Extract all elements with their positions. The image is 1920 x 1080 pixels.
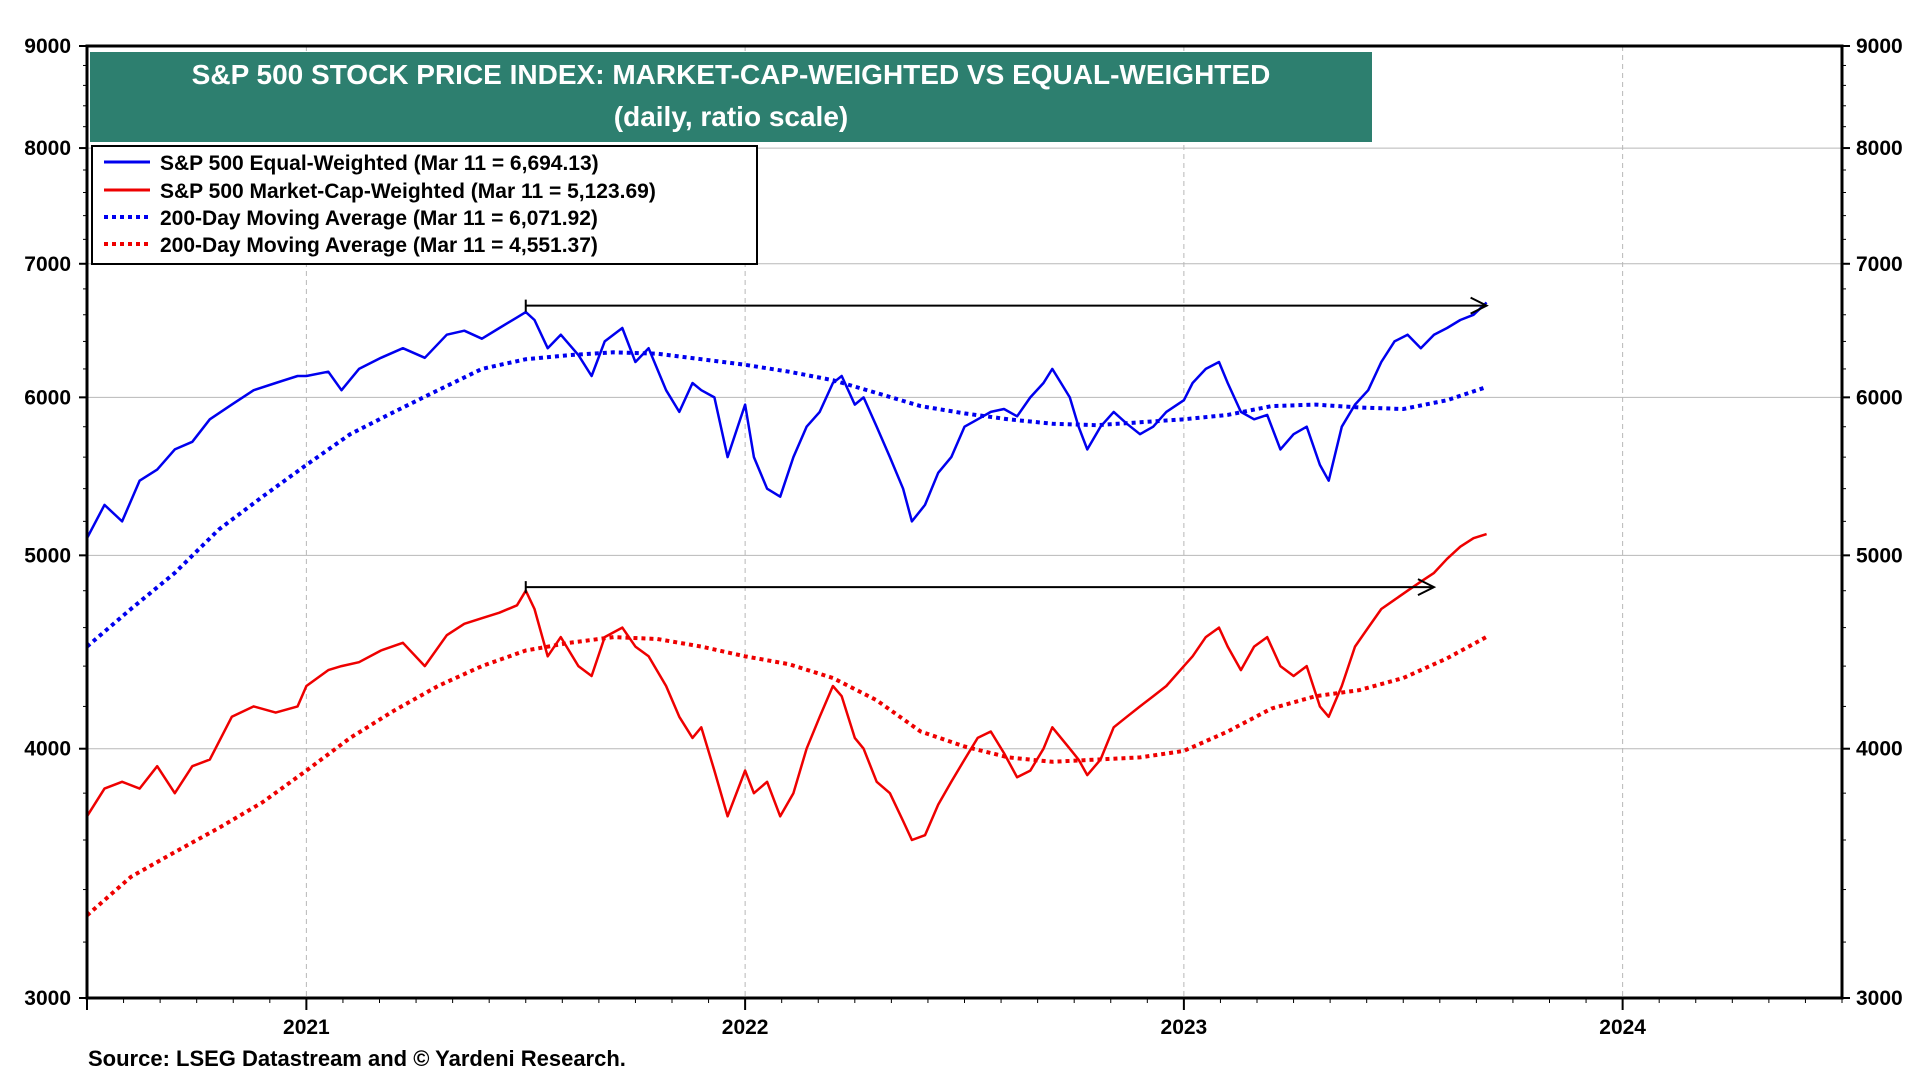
legend-box <box>91 145 758 265</box>
series-line-0 <box>85 301 1488 539</box>
y-tick-label-right: 9000 <box>1856 35 1903 58</box>
chart-title: S&P 500 STOCK PRICE INDEX: MARKET-CAP-WE… <box>192 59 1271 90</box>
arrow-head-0 <box>1470 296 1489 315</box>
legend: S&P 500 Equal-Weighted (Mar 11 = 6,694.1… <box>91 145 758 265</box>
y-tick-label-right: 7000 <box>1856 253 1903 276</box>
title-box: S&P 500 STOCK PRICE INDEX: MARKET-CAP-WE… <box>90 52 1372 142</box>
legend-label-market-cap: S&P 500 Market-Cap-Weighted (Mar 11 = 5,… <box>160 180 656 203</box>
axis-layer: 3000 3000 4000 4000 5000 5000 6000 6000 7000 7000… <box>24 35 1902 1039</box>
series-line-3 <box>85 635 1488 917</box>
x-tick-label: 2021 <box>283 1016 330 1039</box>
series-line-1 <box>85 532 1487 842</box>
arrow-head-1 <box>1417 578 1437 597</box>
series-layer <box>85 301 1488 917</box>
y-tick-label-left: 5000 <box>24 544 71 567</box>
chart-subtitle: (daily, ratio scale) <box>614 101 848 132</box>
y-tick-label-left: 9000 <box>24 35 71 58</box>
y-tick-label-left: 6000 <box>24 386 71 409</box>
y-tick-label-right: 5000 <box>1856 544 1903 567</box>
y-tick-label-right: 3000 <box>1856 987 1903 1010</box>
series-line-2 <box>85 350 1488 649</box>
legend-label-equal-weighted: S&P 500 Equal-Weighted (Mar 11 = 6,694.1… <box>160 152 599 175</box>
y-tick-label-right: 4000 <box>1856 738 1903 761</box>
y-tick-label-right: 6000 <box>1856 386 1903 409</box>
y-tick-label-left: 7000 <box>24 253 71 276</box>
y-tick-label-right: 8000 <box>1856 137 1903 160</box>
legend-label-market-cap-ma: 200-Day Moving Average (Mar 11 = 4,551.3… <box>160 234 598 257</box>
y-tick-label-left: 4000 <box>24 738 71 761</box>
x-tick-label: 2024 <box>1599 1016 1646 1039</box>
annotation-layer <box>524 296 1489 597</box>
x-tick-label: 2023 <box>1161 1016 1208 1039</box>
x-tick-label: 2022 <box>722 1016 769 1039</box>
source-note: Source: LSEG Datastream and © Yardeni Re… <box>88 1046 626 1071</box>
y-tick-label-left: 3000 <box>24 987 71 1010</box>
title-background <box>90 52 1372 142</box>
y-tick-label-left: 8000 <box>24 137 71 160</box>
legend-label-equal-ma: 200-Day Moving Average (Mar 11 = 6,071.9… <box>160 207 598 230</box>
